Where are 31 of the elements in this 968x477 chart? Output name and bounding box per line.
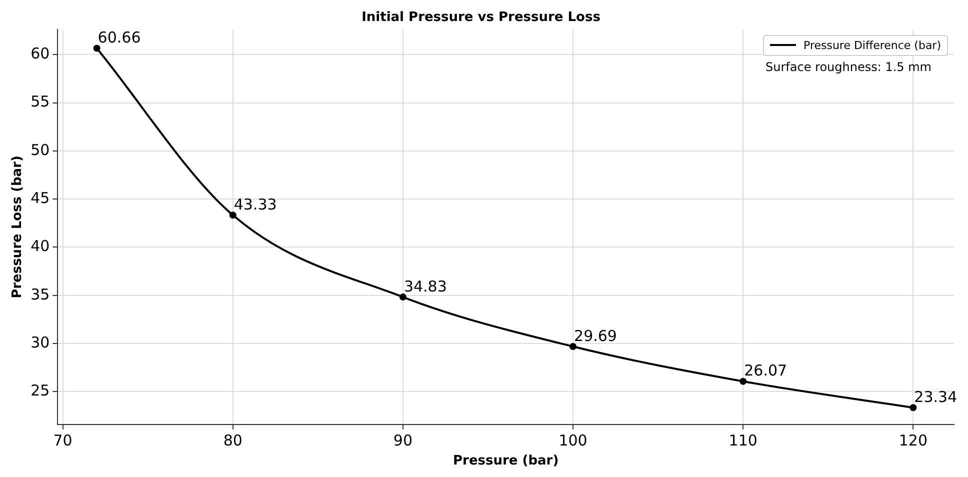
point <box>740 378 747 385</box>
y-tick-label: 40 <box>30 237 50 256</box>
x-tick-label: 120 <box>898 431 928 450</box>
y-tick-label: 60 <box>30 44 50 63</box>
y-tick-label: 30 <box>30 333 50 352</box>
legend-label: Pressure Difference (bar) <box>804 38 941 52</box>
y-tick-label: 50 <box>30 140 50 159</box>
point <box>229 212 236 219</box>
y-tick-label: 45 <box>30 188 50 207</box>
x-tick-label: 90 <box>393 431 412 450</box>
data-label: 29.69 <box>574 326 617 345</box>
y-axis-title: Pressure Loss (bar) <box>10 156 26 298</box>
data-label: 23.34 <box>914 388 958 406</box>
data-label: 43.33 <box>234 196 277 214</box>
point <box>93 44 100 52</box>
x-tick-label: 100 <box>558 431 588 450</box>
point <box>570 343 577 350</box>
point <box>399 294 406 301</box>
y-tick-label: 55 <box>30 92 50 111</box>
annotation: Surface roughness: 1.5 mm <box>764 60 932 74</box>
y-tick-label: 25 <box>30 382 50 400</box>
data-label: 26.07 <box>744 362 788 380</box>
x-axis-title: Pressure (bar) <box>453 454 559 469</box>
y-tick-label: 35 <box>30 285 50 304</box>
x-tick-label: 80 <box>223 431 242 450</box>
chart-title: Initial Pressure vs Pressure Loss <box>362 10 601 26</box>
x-tick-label: 70 <box>53 431 72 450</box>
x-tick-label: 110 <box>728 431 758 450</box>
data-label: 60.66 <box>98 28 141 47</box>
data-label: 34.83 <box>404 277 447 296</box>
point <box>910 404 917 412</box>
